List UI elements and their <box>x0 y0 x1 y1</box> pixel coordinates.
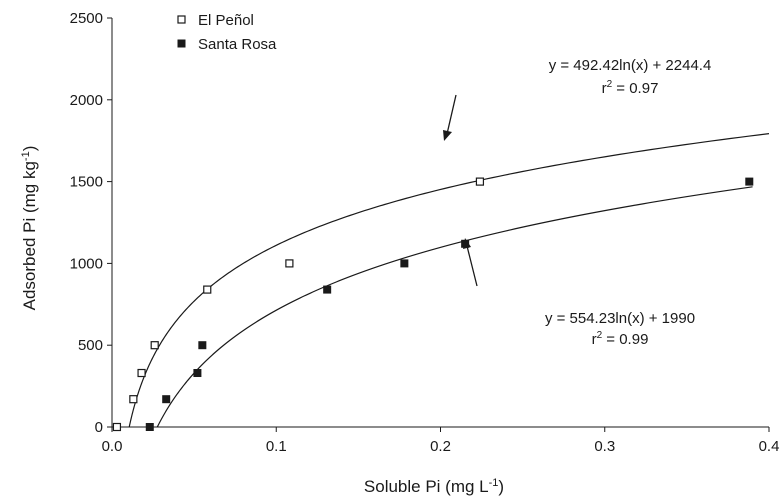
data-point-santa-rosa <box>162 395 171 404</box>
axes: 0.0 0.1 0.2 0.3 0.4 0 500 1000 1500 2000 2500 <box>70 10 780 455</box>
x-tick-label: 0.3 <box>594 438 615 455</box>
data-point-el-penol <box>475 177 485 186</box>
data-point-santa-rosa <box>400 259 409 268</box>
data-point-santa-rosa <box>745 177 754 186</box>
y-tick-label: 0 <box>95 419 103 436</box>
y-tick-label: 2000 <box>70 92 103 109</box>
y-tick-label: 1000 <box>70 255 103 272</box>
data-points <box>112 177 754 432</box>
trend-lines <box>128 133 770 428</box>
legend-marker-el-penol <box>177 15 186 24</box>
y-tick-label: 500 <box>78 337 103 354</box>
legend: El Peñol Santa Rosa <box>177 12 277 53</box>
data-point-santa-rosa <box>323 285 332 294</box>
trend-line-el-penol <box>128 133 770 428</box>
equation-santa-rosa: y = 554.23ln(x) + 1990 <box>545 310 695 327</box>
data-point-el-penol <box>285 259 294 268</box>
data-point-santa-rosa <box>193 369 202 378</box>
data-point-el-penol <box>112 422 122 432</box>
x-tick-label: 0.0 <box>102 438 123 455</box>
arrow-el-penol <box>443 94 457 141</box>
legend-label-santa-rosa: Santa Rosa <box>198 36 277 53</box>
data-point-santa-rosa <box>198 341 207 350</box>
arrow-santa-rosa <box>463 238 478 287</box>
data-point-el-penol <box>137 368 146 378</box>
r2-santa-rosa: r2 = 0.99 <box>592 330 649 348</box>
data-point-el-penol <box>150 341 159 350</box>
annotation-santa-rosa: y = 554.23ln(x) + 1990 r2 = 0.99 <box>545 310 695 348</box>
legend-label-el-penol: El Peñol <box>198 12 254 29</box>
equation-el-penol: y = 492.42ln(x) + 2244.4 <box>549 57 712 74</box>
r2-el-penol: r2 = 0.97 <box>602 79 659 97</box>
data-point-el-penol <box>129 395 138 404</box>
trend-line-santa-rosa <box>156 186 753 428</box>
x-tick-label: 0.2 <box>430 438 451 455</box>
x-tick-label: 0.1 <box>266 438 287 455</box>
x-axis-title: Soluble Pi (mg L-1) <box>364 477 504 496</box>
y-tick-label: 1500 <box>70 174 103 191</box>
data-point-santa-rosa <box>145 423 154 431</box>
annotation-el-penol: y = 492.42ln(x) + 2244.4 r2 = 0.97 <box>549 57 712 97</box>
y-axis-title: Adsorbed Pi (mg kg-1) <box>20 146 39 311</box>
x-tick-label: 0.4 <box>759 438 780 455</box>
legend-marker-santa-rosa <box>177 39 186 48</box>
y-tick-label: 2500 <box>70 10 103 27</box>
data-point-el-penol <box>203 285 212 294</box>
